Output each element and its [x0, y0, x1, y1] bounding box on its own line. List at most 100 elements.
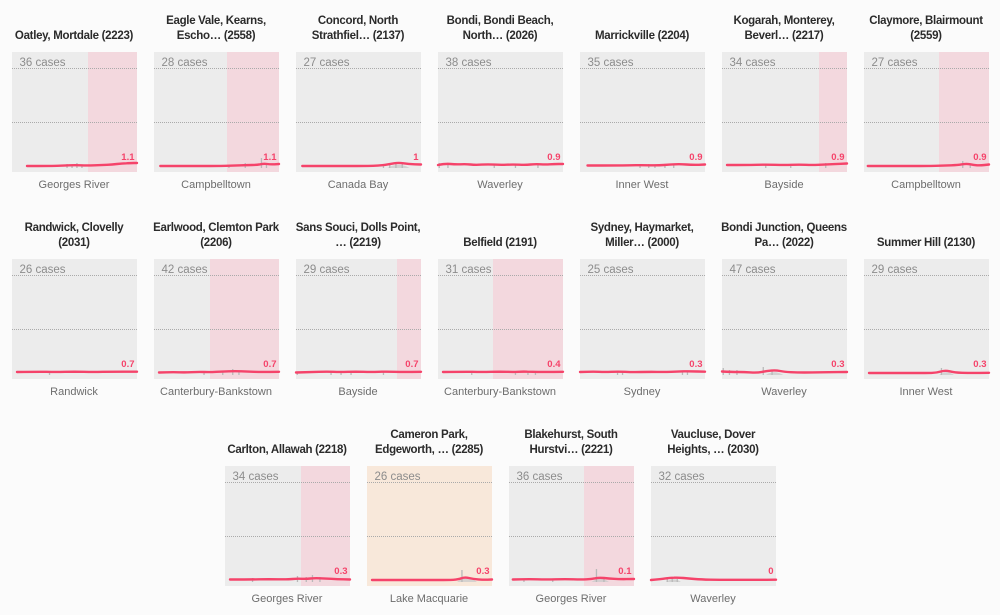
lga-label: Sydney — [623, 386, 661, 398]
lga-label: Canterbury-Bankstown — [160, 386, 272, 398]
postcode-panel: Claymore, Blairmount (2559) 27 cases 0.9 Ca… — [863, 14, 990, 191]
daily-cases-bar — [672, 164, 674, 168]
highlight-band — [492, 259, 563, 379]
daily-cases-bar — [493, 165, 495, 168]
highlight-band — [819, 52, 847, 172]
gridline-upper — [295, 68, 421, 69]
sparkline-chart: 29 cases 0.7 — [294, 259, 422, 379]
cases-count-label: 36 cases — [516, 471, 563, 483]
gridline-upper — [11, 275, 137, 276]
daily-cases-bar — [349, 372, 352, 375]
chart-row-1: Oatley, Mortdale (2223) 36 cases 1.1 George… — [0, 14, 1000, 191]
daily-cases-bar — [671, 578, 673, 582]
lga-label: Lake Macquarie — [389, 593, 469, 605]
cases-count-label: 38 cases — [445, 57, 492, 69]
case-trend-sparkline — [228, 575, 351, 582]
gridline-upper — [153, 68, 279, 69]
trend-line — [725, 162, 848, 167]
cases-count-label: 26 cases — [19, 264, 66, 276]
trend-line — [585, 162, 706, 167]
panel-title: Bondi, Bondi Beach, North… (2026) — [446, 15, 554, 42]
panel-title: Earlwood, Clemton Park (2206) — [153, 222, 279, 249]
daily-cases-bar — [595, 569, 597, 582]
daily-cases-bar — [265, 164, 267, 168]
gridline-upper — [579, 68, 705, 69]
latest-rate-label: 0.3 — [973, 359, 987, 370]
daily-cases-bar — [318, 577, 321, 582]
cases-count-label: 28 cases — [161, 57, 208, 69]
highlight-band — [938, 52, 989, 172]
chart-row-2: Randwick, Clovelly (2031) 26 cases 0.7 Rand… — [0, 221, 1000, 398]
postcode-panel: Blakehurst, South Hurstvi… (2221) 36 case… — [508, 428, 635, 605]
gridline-middle — [579, 329, 705, 330]
lga-label: Canada Bay — [327, 179, 389, 191]
daily-cases-bar — [237, 371, 240, 375]
cases-count-label: 25 cases — [587, 264, 634, 276]
gridline-middle — [295, 122, 421, 123]
sparkline-chart: 29 cases 0.3 — [863, 259, 990, 379]
sparkline-chart: 47 cases 0.3 — [720, 259, 848, 379]
sparkline-chart: 34 cases 0.3 — [224, 466, 351, 586]
gridline-upper — [863, 275, 989, 276]
panel-title: Marrickville (2204) — [594, 30, 690, 42]
panel-title: Vaucluse, Dover Heights, … (2030) — [667, 429, 759, 456]
lga-label: Bayside — [338, 386, 378, 398]
cases-count-label: 26 cases — [374, 471, 421, 483]
case-trend-sparkline — [866, 161, 990, 168]
case-trend-sparkline — [720, 367, 848, 375]
case-trend-sparkline — [511, 569, 635, 582]
latest-rate-label: 0.7 — [405, 359, 419, 370]
daily-cases-bar — [663, 165, 666, 168]
trend-line — [867, 369, 990, 375]
case-trend-sparkline — [436, 162, 564, 168]
highlight-band — [209, 259, 279, 379]
case-trend-sparkline — [725, 162, 848, 168]
latest-rate-label: 0.9 — [831, 152, 845, 163]
panel-title: Bondi Junction, Queens Pa… (2022) — [721, 222, 847, 249]
lga-label: Campbelltown — [891, 179, 961, 191]
daily-cases-bar — [460, 570, 463, 582]
trend-line — [866, 162, 990, 168]
gridline-middle — [153, 329, 279, 330]
daily-cases-bar — [536, 165, 539, 168]
daily-cases-bar — [388, 164, 390, 168]
trend-line — [157, 369, 280, 374]
postcode-panel: Belfield (2191) 31 cases 0.4 Canterbury-Ban… — [437, 221, 564, 398]
postcode-panel: Randwick, Clovelly (2031) 26 cases 0.7 Rand… — [11, 221, 138, 398]
panel-title: Kogarah, Monterey, Beverl… (2217) — [733, 15, 835, 42]
case-trend-sparkline — [294, 370, 422, 375]
lga-label: Canterbury-Bankstown — [444, 386, 556, 398]
sparkline-chart: 35 cases 0.9 — [579, 52, 706, 172]
panel-title: Eagle Vale, Kearns, Escho… (2558) — [166, 15, 266, 42]
latest-rate-label: 1.1 — [121, 152, 135, 163]
daily-cases-bar — [764, 165, 766, 168]
panel-title: Concord, North Strathfiel… (2137) — [311, 15, 405, 42]
latest-rate-label: 0.1 — [618, 566, 632, 577]
trend-line — [25, 161, 138, 168]
gridline-upper — [721, 275, 847, 276]
daily-cases-bar — [339, 372, 342, 375]
daily-cases-bar — [514, 372, 516, 375]
lga-label: Campbelltown — [181, 179, 251, 191]
daily-cases-bar — [616, 371, 618, 375]
sparkline-chart: 26 cases 0.3 — [366, 466, 493, 586]
lga-label: Randwick — [50, 386, 98, 398]
cases-count-label: 47 cases — [729, 264, 776, 276]
latest-rate-label: 0.4 — [547, 359, 561, 370]
case-trend-sparkline — [15, 370, 138, 375]
daily-cases-bar — [676, 579, 678, 582]
daily-cases-bar — [789, 165, 791, 168]
sparkline-chart: 38 cases 0.9 — [436, 52, 564, 172]
lga-label: Inner West — [899, 386, 953, 398]
panel-title: Claymore, Blairmount (2559) — [869, 15, 983, 42]
postcode-panel: Sydney, Haymarket, Miller… (2000) 25 case… — [578, 221, 706, 398]
sparkline-chart: 31 cases 0.4 — [437, 259, 564, 379]
gridline-middle — [366, 536, 492, 537]
gridline-upper — [11, 68, 137, 69]
daily-cases-bar — [770, 371, 773, 375]
latest-rate-label: 0.7 — [121, 359, 135, 370]
gridline-middle — [863, 122, 989, 123]
daily-cases-bar — [382, 371, 384, 375]
case-trend-sparkline — [441, 370, 564, 375]
